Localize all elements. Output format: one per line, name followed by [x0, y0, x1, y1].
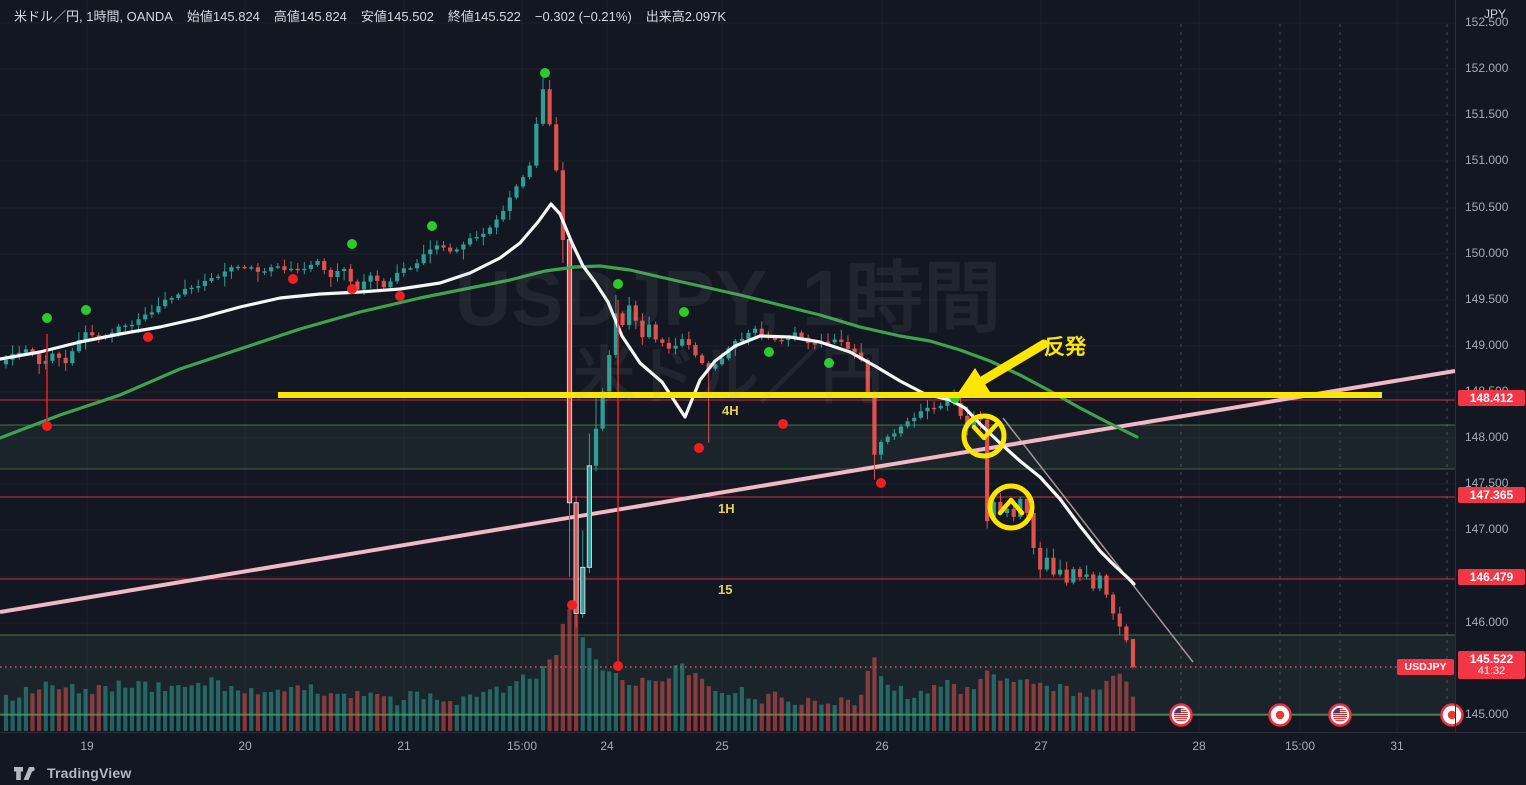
rebound-annotation-label[interactable]: 反発	[1044, 336, 1086, 359]
highlight-circle[interactable]	[961, 413, 1007, 459]
rebound-arrow-shaft[interactable]	[977, 339, 1049, 386]
time-tick-label: 19	[80, 739, 94, 753]
price-flag-147.365: 147.365	[1458, 487, 1525, 503]
symbol-title[interactable]: 米ドル／円, 1時間, OANDA	[14, 9, 173, 24]
price-tick-label: 149.500	[1465, 292, 1509, 306]
ohlc-segment: −0.302 (−0.21%)	[534, 9, 632, 24]
price-tick-label: 151.500	[1465, 107, 1509, 121]
time-axis[interactable]: 19 20 21 15:00 24 25 26 27 28 15:00 31	[0, 732, 1526, 758]
price-tick-label: 145.000	[1465, 707, 1509, 721]
event-icon-us[interactable]	[1328, 703, 1352, 727]
time-tick-label: 25	[715, 739, 729, 753]
symbol-price-tag: USDJPY	[1397, 659, 1454, 675]
ohlc-segment: 終値145.522	[447, 9, 521, 24]
time-tick-label: 24	[600, 739, 614, 753]
yellow-drawings[interactable]	[956, 339, 1049, 531]
time-tick-label: 20	[238, 739, 252, 753]
timeframe-label-4h[interactable]: 4H	[722, 403, 739, 418]
volume-bars	[3, 608, 1136, 731]
time-tick-label: 28	[1192, 739, 1206, 753]
time-tick-label: 31	[1390, 739, 1404, 753]
event-icon-us[interactable]	[1169, 703, 1193, 727]
ascending-trendline[interactable]	[0, 369, 1456, 614]
price-flag-146.479: 146.479	[1458, 569, 1525, 585]
tradingview-logo[interactable]: TradingView	[14, 763, 131, 783]
signal-markers	[42, 68, 960, 671]
symbol-info-bar[interactable]: 米ドル／円, 1時間, OANDA 始値145.824 高値145.824 安値145…	[14, 6, 740, 24]
ohlc-segment: 安値145.502	[360, 9, 434, 24]
rebound-arrow-head	[956, 368, 990, 396]
price-tick-label: 152.500	[1465, 15, 1509, 29]
price-tick-label: 149.000	[1465, 338, 1509, 352]
time-tick-label: 26	[875, 739, 889, 753]
green-moving-average	[0, 264, 1139, 440]
time-tick-label: 21	[397, 739, 411, 753]
support-zones	[0, 424, 1455, 715]
time-tick-label: 27	[1034, 739, 1048, 753]
time-tick-label: 15:00	[506, 739, 538, 753]
grid	[0, 0, 1455, 731]
price-flag-145.522: 145.522 41:32	[1458, 651, 1525, 679]
price-axis-currency: JPY	[1484, 7, 1507, 21]
ohlc-segment: 始値145.824	[186, 9, 260, 24]
session-dashed-lines	[1180, 24, 1448, 715]
tradingview-brand-text: TradingView	[47, 765, 132, 781]
ohlc-segment: 高値145.824	[273, 9, 347, 24]
price-tick-label: 150.500	[1465, 200, 1509, 214]
price-tick-label: 147.000	[1465, 522, 1509, 536]
check-mark	[971, 422, 999, 441]
timeframe-label-15[interactable]: 15	[718, 582, 733, 597]
highlight-circle[interactable]	[987, 483, 1035, 531]
event-icon-jp[interactable]	[1440, 703, 1464, 727]
price-tick-label: 148.000	[1465, 430, 1509, 444]
caret-mark	[997, 497, 1025, 516]
price-axis[interactable]: 152.500 152.000 151.500 151.000 150.500 150.0…	[1455, 0, 1526, 732]
price-tick-label: 150.000	[1465, 246, 1509, 260]
countdown-timer: 41:32	[1477, 665, 1506, 677]
event-icon-jp[interactable]	[1268, 703, 1292, 727]
timeframe-label-1h[interactable]: 1H	[718, 501, 735, 516]
price-flag-148.412: 148.412	[1458, 390, 1525, 406]
descending-trendline[interactable]	[1002, 417, 1194, 663]
economic-event-icons[interactable]	[1169, 703, 1464, 727]
ohlc-segment: 出来高2.097K	[645, 9, 726, 24]
candlestick-series	[3, 72, 1136, 669]
time-tick-label: 15:00	[1284, 739, 1316, 753]
price-tick-label: 152.000	[1465, 61, 1509, 75]
price-tick-label: 147.500	[1465, 476, 1509, 490]
price-tick-label: 151.000	[1465, 153, 1509, 167]
price-tick-label: 146.000	[1465, 615, 1509, 629]
tradingview-logo-icon	[14, 766, 35, 780]
